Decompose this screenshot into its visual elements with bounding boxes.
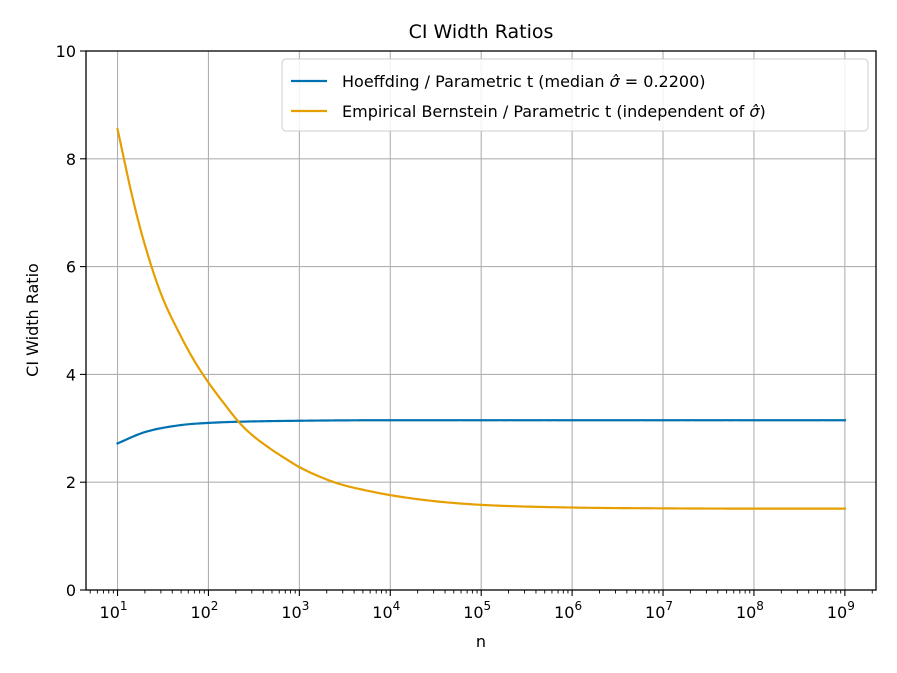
x-tick-label: 103 xyxy=(281,599,309,622)
ticks: 0 2 4 6 8 10 101 102 103 104 105 106 107 108 109 xyxy=(56,42,873,622)
x-tick-label: 104 xyxy=(372,599,400,622)
x-tick-label: 106 xyxy=(554,599,582,622)
series-line-2 xyxy=(116,127,846,510)
x-axis-label: n xyxy=(476,632,486,651)
legend-label-2: Empirical Bernstein / Parametric t (inde… xyxy=(342,102,766,121)
y-tick-label: 10 xyxy=(56,42,76,61)
x-tick-label: 108 xyxy=(736,599,764,622)
legend-label-1: Hoeffding / Parametric t (median σ̂ = 0.… xyxy=(342,72,706,91)
y-tick-label: 2 xyxy=(66,473,76,492)
x-tick-label: 107 xyxy=(645,599,673,622)
y-tick-label: 0 xyxy=(66,581,76,600)
y-tick-label: 4 xyxy=(66,365,76,384)
y-tick-label: 8 xyxy=(66,150,76,169)
series-layer xyxy=(116,127,846,510)
x-tick-label: 109 xyxy=(827,599,855,622)
x-tick-label: 101 xyxy=(100,599,128,622)
chart-title: CI Width Ratios xyxy=(409,21,554,43)
grid xyxy=(86,50,876,591)
y-axis-label: CI Width Ratio xyxy=(23,263,42,377)
y-tick-label: 6 xyxy=(66,258,76,277)
x-tick-label: 102 xyxy=(190,599,218,622)
x-tick-label: 105 xyxy=(463,599,491,622)
legend-box xyxy=(281,58,869,132)
legend: Hoeffding / Parametric t (median σ̂ = 0.… xyxy=(281,58,869,132)
